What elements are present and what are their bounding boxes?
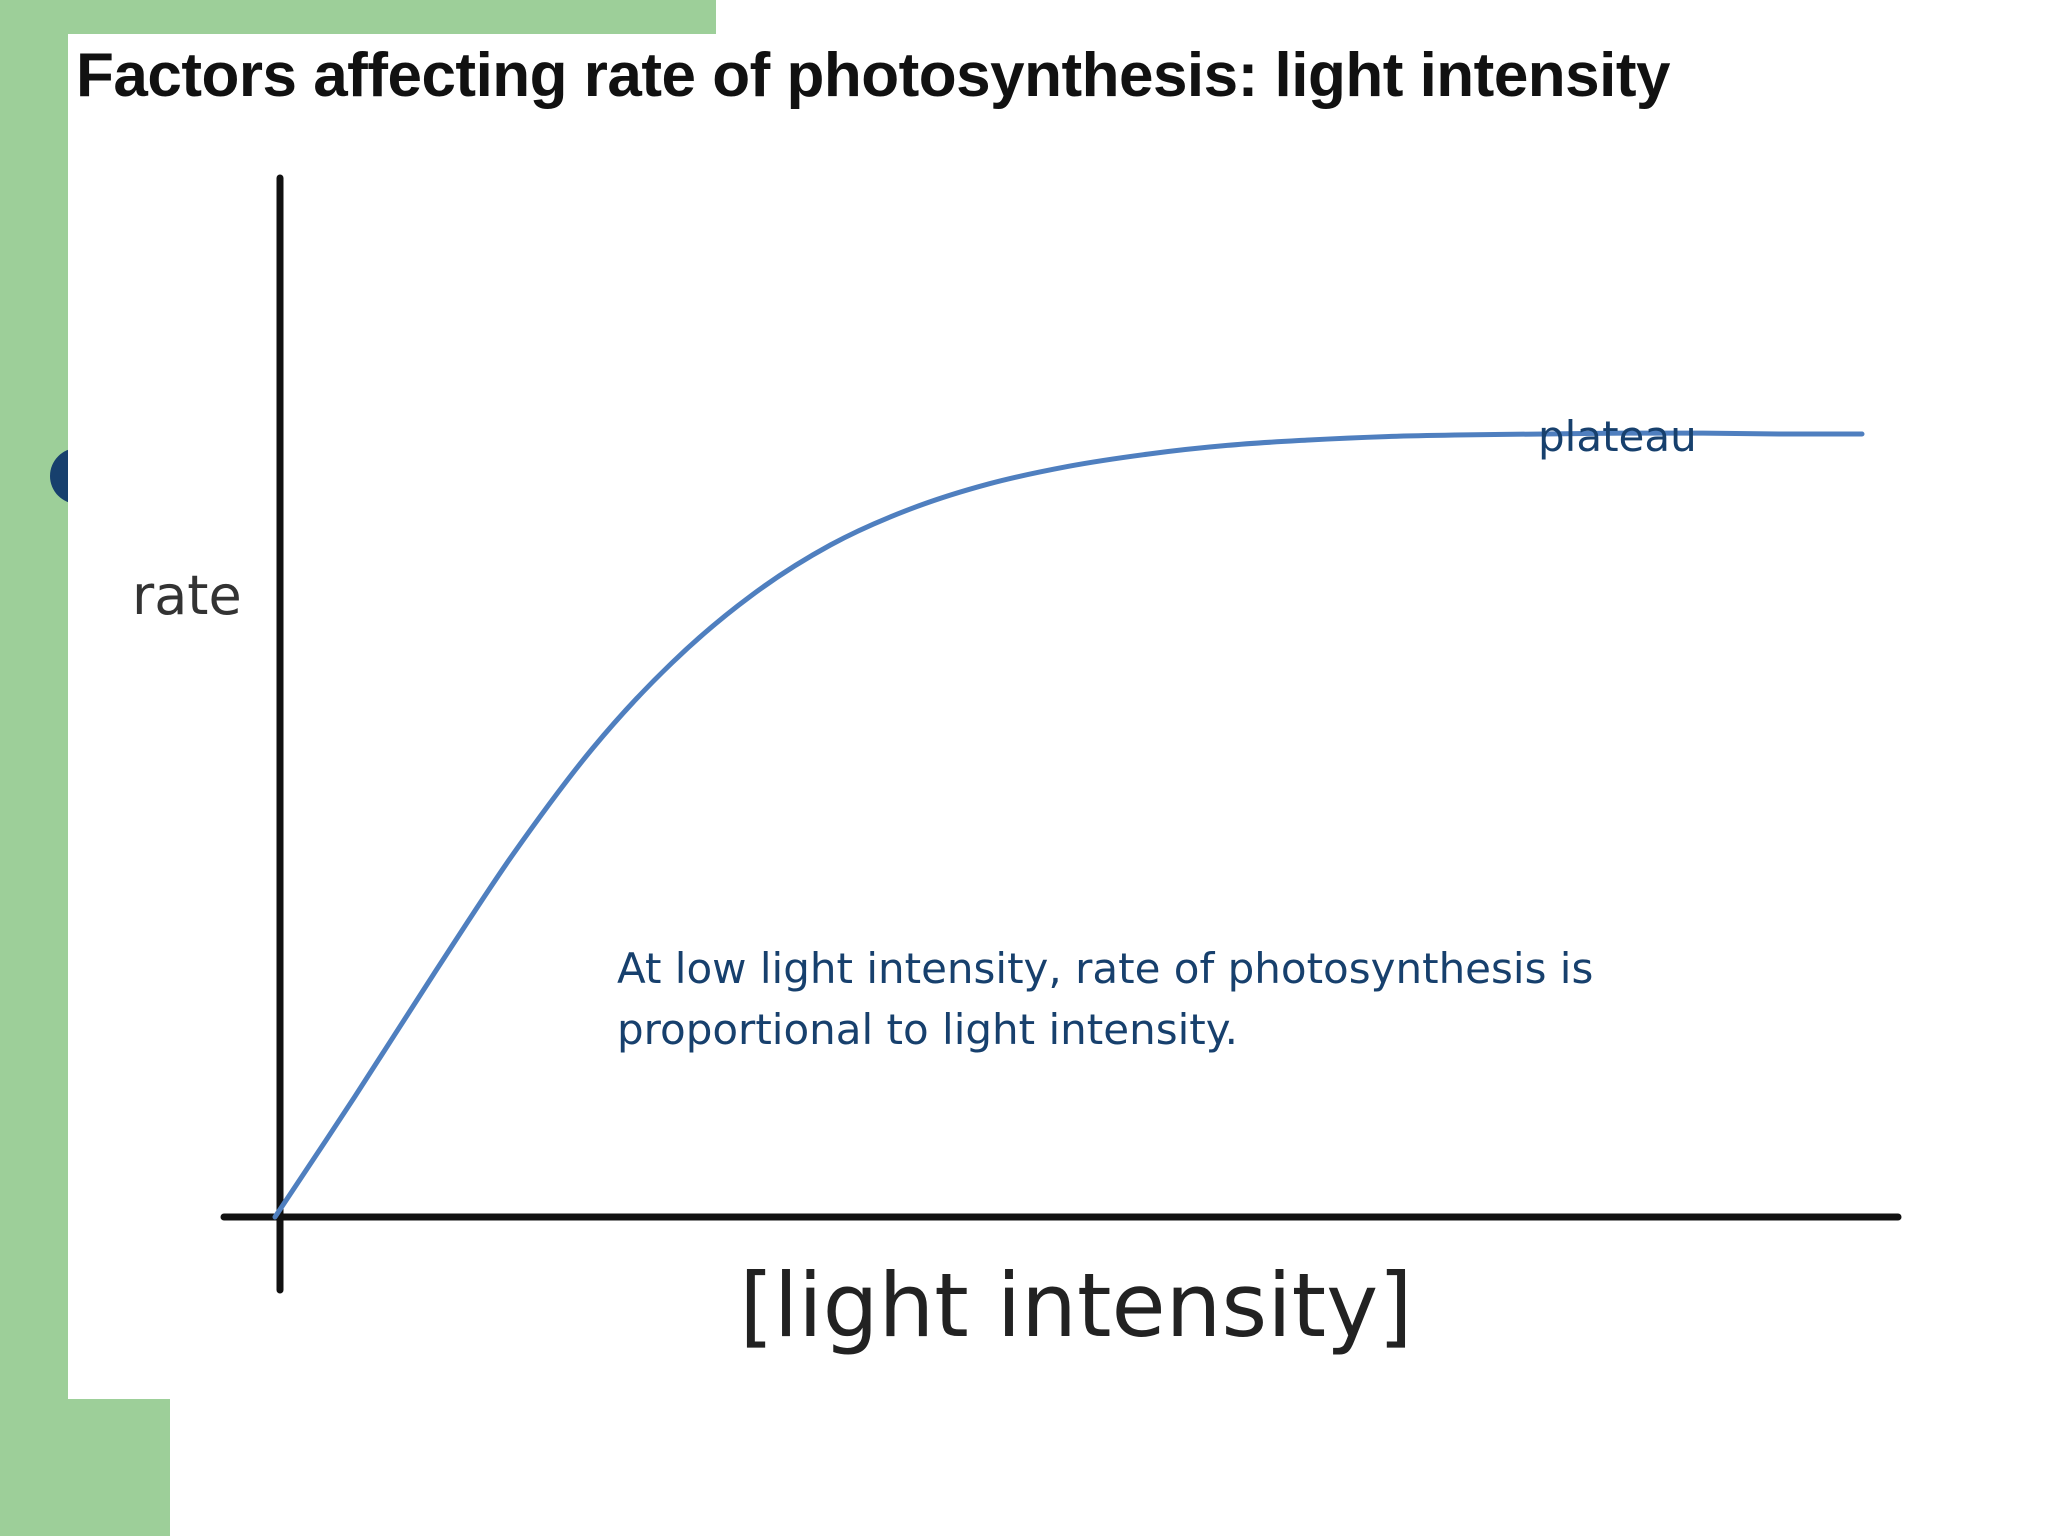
proportional-annotation: At low light intensity, rate of photosyn… bbox=[617, 944, 1607, 1054]
green-bottom-block bbox=[0, 1399, 170, 1536]
proportional-annotation-line-1: At low light intensity, rate of photosyn… bbox=[617, 944, 1593, 993]
plateau-annotation: plateau bbox=[1538, 412, 1697, 461]
slide-content-area bbox=[68, 34, 2048, 1399]
y-axis-label: rate bbox=[132, 564, 242, 627]
slide-title: Factors affecting rate of photosynthesis… bbox=[76, 41, 1671, 110]
green-top-band bbox=[0, 0, 716, 34]
green-left-band bbox=[0, 0, 68, 1536]
rate-curve bbox=[272, 430, 1865, 1220]
x-axis-label: [light intensity] bbox=[739, 1254, 1412, 1357]
proportional-annotation-line-2: proportional to light intensity. bbox=[617, 1005, 1238, 1054]
